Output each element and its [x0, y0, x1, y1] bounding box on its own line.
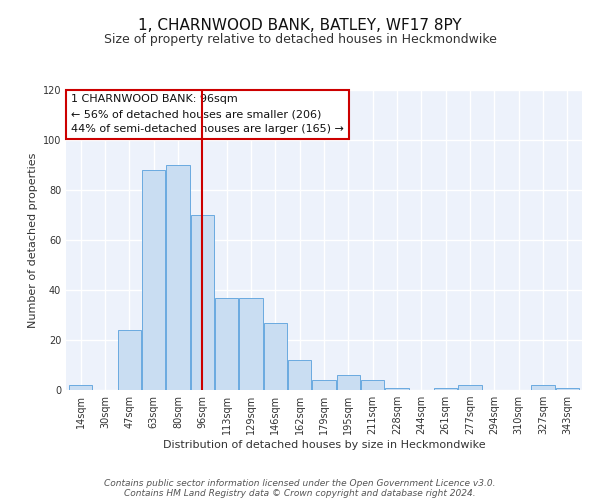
Bar [215, 298, 238, 390]
Text: 1 CHARNWOOD BANK: 96sqm
← 56% of detached houses are smaller (206)
44% of semi-d: 1 CHARNWOOD BANK: 96sqm ← 56% of detache… [71, 94, 344, 134]
Bar [313, 380, 335, 390]
Text: Contains public sector information licensed under the Open Government Licence v3: Contains public sector information licen… [104, 478, 496, 488]
Bar [337, 375, 360, 390]
Bar [434, 388, 457, 390]
X-axis label: Distribution of detached houses by size in Heckmondwike: Distribution of detached houses by size … [163, 440, 485, 450]
Bar [385, 388, 409, 390]
Bar [361, 380, 384, 390]
Bar [69, 385, 92, 390]
Y-axis label: Number of detached properties: Number of detached properties [28, 152, 38, 328]
Bar [118, 330, 141, 390]
Bar [142, 170, 165, 390]
Text: 1, CHARNWOOD BANK, BATLEY, WF17 8PY: 1, CHARNWOOD BANK, BATLEY, WF17 8PY [138, 18, 462, 32]
Bar [191, 215, 214, 390]
Bar [239, 298, 263, 390]
Bar [458, 385, 482, 390]
Bar [532, 385, 554, 390]
Bar [288, 360, 311, 390]
Text: Size of property relative to detached houses in Heckmondwike: Size of property relative to detached ho… [104, 32, 496, 46]
Text: Contains HM Land Registry data © Crown copyright and database right 2024.: Contains HM Land Registry data © Crown c… [124, 488, 476, 498]
Bar [556, 388, 579, 390]
Bar [264, 322, 287, 390]
Bar [166, 165, 190, 390]
